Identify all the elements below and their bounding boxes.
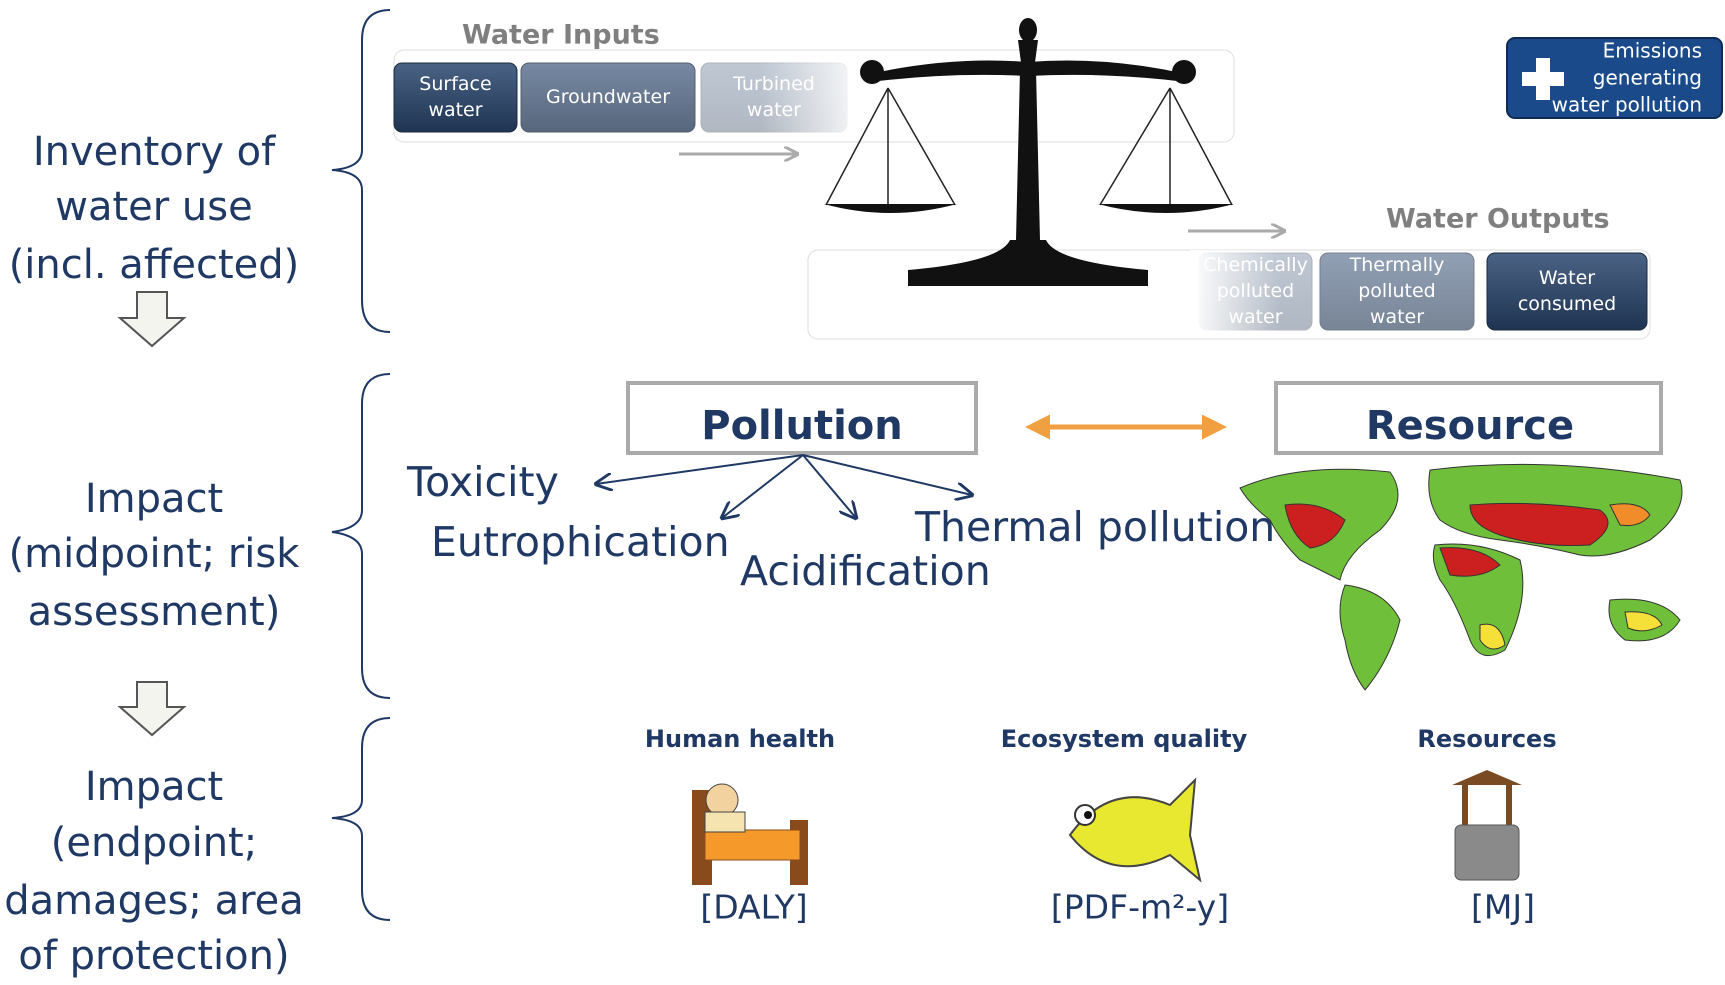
- stage-label: water use: [55, 184, 252, 230]
- stage-label: damages; area: [4, 878, 304, 924]
- box: [393, 62, 518, 133]
- bed-icon: [692, 783, 808, 885]
- emissions-label: generating: [1593, 66, 1702, 90]
- effect-label: Acidification: [740, 547, 991, 595]
- box-label: water: [1370, 306, 1424, 328]
- box-label: polluted: [1358, 280, 1435, 302]
- fade: [1190, 250, 1280, 335]
- flow-box: Thermally polluted water: [1319, 252, 1475, 331]
- endpoint-title: Ecosystem quality: [1001, 725, 1248, 753]
- box: [520, 62, 696, 133]
- flow-box: Water consumed: [1486, 252, 1648, 331]
- effect-label: Eutrophication: [431, 518, 730, 566]
- stage-label: assessment): [28, 589, 281, 635]
- stage-label: (midpoint; risk: [9, 531, 301, 577]
- effect-arrows: [596, 454, 972, 518]
- down-arrows: [117, 291, 187, 737]
- endpoint-unit: [DALY]: [700, 888, 807, 927]
- braces: [331, 9, 391, 921]
- stage-label: Impact: [85, 476, 223, 522]
- well-icon: [1452, 770, 1522, 881]
- box-label: Thermally: [1349, 254, 1445, 276]
- flow-box: Surface water: [393, 62, 518, 133]
- balance-scale: [824, 18, 1234, 286]
- flow-box: Groundwater: [520, 62, 696, 133]
- box: [1319, 252, 1475, 331]
- resource-label: Resource: [1366, 403, 1574, 449]
- box-label: Surface: [419, 73, 491, 95]
- endpoint-title: Human health: [645, 725, 835, 753]
- effect-label: Toxicity: [406, 458, 559, 506]
- stage-label: (endpoint;: [51, 820, 257, 866]
- stage-label: Impact: [85, 764, 223, 810]
- pollution-box: [626, 381, 978, 455]
- box-label: Groundwater: [546, 86, 670, 108]
- world-map: [1239, 463, 1683, 691]
- plus-icon: [1522, 58, 1564, 100]
- stage-label: of protection): [18, 933, 289, 979]
- pollution-label: Pollution: [701, 403, 902, 449]
- fade: [760, 55, 870, 140]
- fish-icon: [1068, 777, 1202, 883]
- effect-label: Thermal pollution: [914, 503, 1275, 551]
- resource-box: [1274, 381, 1663, 455]
- endpoint-title: Resources: [1417, 725, 1556, 753]
- box: [1486, 252, 1648, 331]
- emissions-box: [1506, 37, 1723, 119]
- box-label: water: [428, 99, 482, 121]
- stage-label: (incl. affected): [9, 242, 300, 288]
- endpoint-unit: [PDF-m²-y]: [1051, 888, 1229, 927]
- inputs-title: Water Inputs: [462, 20, 660, 51]
- box-label: Water: [1539, 267, 1595, 289]
- emissions-label: Emissions: [1603, 39, 1702, 63]
- stage-label: Inventory of: [33, 129, 276, 175]
- endpoint-unit: [MJ]: [1471, 888, 1535, 927]
- emissions-label: water pollution: [1552, 93, 1702, 117]
- box-label: consumed: [1518, 293, 1616, 315]
- outputs-title: Water Outputs: [1386, 204, 1610, 235]
